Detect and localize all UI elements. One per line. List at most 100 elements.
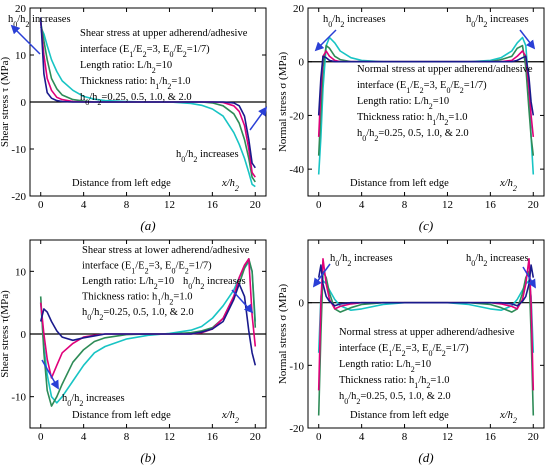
- y-axis-label: Shear stress τ (MPa): [0, 57, 11, 148]
- increase-arrow: [10, 24, 41, 55]
- legend-line: interface (E1/E2=3, E0/E2=1/7): [339, 343, 469, 358]
- text-run: Length ratio: L/h: [339, 359, 411, 370]
- text-run: 2: [374, 134, 378, 143]
- legend-line: Thickness ratio: h1/h2=1.0: [80, 76, 190, 91]
- annotation-label: h0/h2 increases: [466, 14, 529, 29]
- text-run: 2: [183, 50, 187, 59]
- text-run: interface (E: [339, 343, 388, 354]
- text-run: 0: [169, 50, 173, 59]
- x-tick-label: 4: [81, 431, 87, 443]
- text-run: Shear stress at upper adherend/adhesive: [80, 28, 248, 39]
- text-run: 0: [87, 313, 91, 322]
- panel-caption: (a): [140, 218, 155, 233]
- annotation-label: h0/h2 increases: [183, 276, 246, 291]
- text-run: Thickness ratio: h: [82, 292, 158, 303]
- x-tick-label: 4: [81, 199, 87, 211]
- x-tick-label: 16: [207, 431, 219, 443]
- text-run: h: [62, 393, 68, 404]
- legend-line: Thickness ratio: h1/h2=1.0: [357, 112, 467, 127]
- text-run: 2: [167, 82, 171, 91]
- text-run: 2: [169, 297, 173, 306]
- text-run: 0: [171, 266, 175, 275]
- y-tick-label: -10: [11, 144, 26, 156]
- text-run: 0: [471, 20, 475, 29]
- text-run: increases: [344, 14, 385, 25]
- x-axis-label: Distance from left edge: [350, 178, 449, 189]
- x-tick-label: 20: [250, 199, 262, 211]
- text-run: =1/7): [187, 44, 210, 55]
- text-run: =1.0: [430, 375, 449, 386]
- text-run: h: [176, 149, 182, 160]
- y-tick-label: 10: [15, 50, 27, 62]
- text-run: Thickness ratio: h: [80, 76, 156, 87]
- y-tick-label: -20: [289, 423, 304, 435]
- text-run: /E: [410, 80, 419, 91]
- text-run: /h: [475, 253, 484, 264]
- y-tick-label: -40: [289, 164, 304, 176]
- legend-line: Normal stress at upper adherend/adhesive: [339, 327, 515, 338]
- x-axis-label: Distance from left edge: [72, 178, 171, 189]
- text-run: /h: [91, 307, 100, 318]
- text-run: 2: [429, 102, 433, 111]
- text-run: 0: [67, 399, 71, 408]
- text-run: 0: [13, 20, 17, 29]
- text-run: 1: [157, 297, 161, 306]
- x-axis-label: Distance from left edge: [350, 410, 449, 421]
- x-tick-label: 16: [207, 199, 219, 211]
- legend-line: Normal stress at upper adherend/adhesive: [357, 64, 533, 75]
- text-run: increases: [487, 253, 528, 264]
- legend-line: h0/h2=0.25, 0.5, 1.0, & 2.0: [339, 391, 451, 406]
- text-run: 2: [460, 86, 464, 95]
- text-run: 0: [181, 155, 185, 164]
- text-run: /h: [339, 253, 348, 264]
- text-run: =10: [415, 359, 431, 370]
- text-run: 2: [420, 86, 424, 95]
- x-tick-label: 4: [359, 199, 365, 211]
- text-run: h: [339, 391, 345, 402]
- text-run: /E: [432, 343, 441, 354]
- legend-line: Length ratio: L/h2=10: [357, 96, 449, 111]
- x-tick-label: 8: [124, 431, 130, 443]
- x-tick-label: 0: [38, 431, 44, 443]
- increase-arrow: [314, 29, 337, 52]
- text-run: 2: [426, 381, 430, 390]
- text-run: Length ratio: L/h: [357, 96, 429, 107]
- text-run: 2: [185, 266, 189, 275]
- text-run: h: [80, 92, 86, 103]
- text-run: Thickness ratio: h: [339, 375, 415, 386]
- text-run: 0: [335, 259, 339, 268]
- series-line: [317, 258, 535, 391]
- y-axis-label: Shear stress τ(MPa): [0, 290, 11, 378]
- text-run: 2: [444, 118, 448, 127]
- y-tick-label: -10: [289, 360, 304, 372]
- text-run: Normal stress at upper adherend/adhesive: [339, 327, 515, 338]
- x-variable-name: x/h: [499, 178, 513, 189]
- y-tick-label: 10: [15, 266, 27, 278]
- legend-line: interface (E1/E2=3, E0/E2=1/7): [357, 80, 487, 95]
- legend-line: Length ratio: L/h2=10: [80, 60, 172, 75]
- text-run: 1: [432, 118, 436, 127]
- text-run: increases: [487, 14, 528, 25]
- text-run: =1/7): [464, 80, 487, 91]
- text-run: =3, E: [406, 343, 429, 354]
- annotation-label: h0/h2 increases: [8, 14, 71, 29]
- x-tick-label: 12: [164, 199, 175, 211]
- text-run: /E: [392, 343, 401, 354]
- y-tick-label: -20: [289, 110, 304, 122]
- y-tick-label: 20: [15, 3, 27, 15]
- text-run: increases: [29, 14, 70, 25]
- increase-arrow: [312, 263, 331, 288]
- series-line: [317, 279, 535, 353]
- legend-line: interface (E1/E2=3, E0/E2=1/7): [82, 261, 212, 276]
- x-tick-label: 12: [442, 199, 453, 211]
- y-tick-label: 20: [293, 3, 305, 15]
- text-run: /h: [475, 14, 484, 25]
- text-run: =1.0: [173, 292, 192, 303]
- x-variable-subscript: 2: [513, 416, 517, 425]
- annotation-label: h0/h2 increases: [323, 14, 386, 29]
- text-run: 2: [340, 20, 344, 29]
